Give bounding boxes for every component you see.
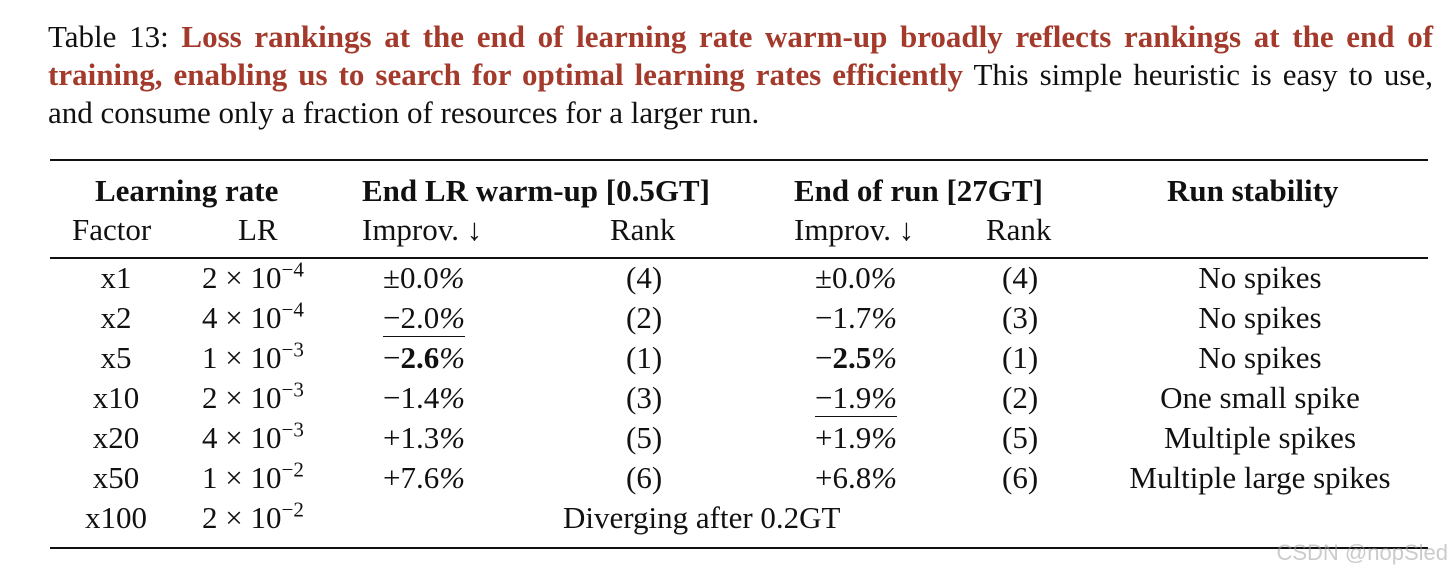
header-learning-rate: Learning rate (95, 173, 279, 208)
watermark: CSDN @nopSled (1276, 540, 1448, 565)
cell-rank-end: (1) (1002, 340, 1039, 375)
header-end-lr-warmup: End LR warm-up [0.5GT] (362, 173, 710, 208)
header-lr: LR (238, 212, 278, 247)
cell-rank-warmup: (5) (626, 420, 663, 455)
cell-lr: 1 × 10−3 (202, 337, 304, 375)
header-run-stability: Run stability (1167, 173, 1339, 208)
cell-lr: 2 × 10−4 (202, 257, 304, 295)
cell-improv-warmup: −2.0% (383, 300, 466, 337)
cell-factor: x5 (100, 340, 132, 375)
cell-improv-warmup: ±0.0% (383, 260, 465, 295)
cell-rank-end: (4) (1002, 260, 1039, 295)
cell-factor: x50 (92, 460, 140, 495)
cell-improv-warmup: +7.6% (383, 460, 466, 495)
cell-factor: x2 (100, 300, 132, 335)
mid-rule (50, 257, 1428, 259)
cell-factor: x20 (92, 420, 140, 455)
caption-label: Table 13: (48, 19, 169, 54)
cell-improv-end: −2.5% (815, 340, 898, 375)
cell-lr: 4 × 10−4 (202, 297, 304, 335)
cell-improv-end: −1.7% (815, 300, 898, 335)
cell-rank-warmup: (1) (626, 340, 663, 375)
cell-improv-end: +6.8% (815, 460, 898, 495)
caption-title: Loss rankings at the end of learning rat… (48, 19, 1434, 92)
cell-rank-end: (2) (1002, 380, 1039, 415)
cell-improv-end: ±0.0% (815, 260, 897, 295)
header-rank-warmup: Rank (610, 212, 676, 247)
cell-improv-end: +1.9% (815, 420, 898, 455)
caption-body: This simple heuristic is easy to use, an… (48, 57, 1433, 130)
cell-improv-warmup: +1.3% (383, 420, 466, 455)
cell-factor: x10 (92, 380, 140, 415)
bottom-rule (50, 547, 1428, 549)
cell-lr: 2 × 10−2 (202, 497, 304, 535)
cell-improv-warmup: −1.4% (383, 380, 466, 415)
cell-stability: No spikes (1198, 260, 1322, 295)
cell-lr: 2 × 10−3 (202, 377, 304, 415)
cell-rank-warmup: (2) (626, 300, 663, 335)
cell-stability: No spikes (1198, 340, 1322, 375)
cell-factor: x100 (85, 500, 147, 535)
cell-rank-warmup: (6) (626, 460, 663, 495)
cell-improv-warmup: −2.6% (383, 340, 466, 375)
cell-diverging: Diverging after 0.2GT (563, 500, 841, 535)
cell-rank-end: (3) (1002, 300, 1039, 335)
cell-stability: Multiple large spikes (1129, 460, 1391, 495)
header-rank-end: Rank (986, 212, 1052, 247)
cell-lr: 4 × 10−3 (202, 417, 304, 455)
header-improv-warmup: Improv. ↓ (362, 212, 483, 247)
cell-improv-end: −1.9% (815, 380, 898, 417)
header-end-of-run: End of run [27GT] (794, 173, 1043, 208)
header-improv-end: Improv. ↓ (794, 212, 915, 247)
cell-rank-end: (6) (1002, 460, 1039, 495)
cell-stability: No spikes (1198, 300, 1322, 335)
cell-rank-warmup: (4) (626, 260, 663, 295)
cell-factor: x1 (100, 260, 132, 295)
cell-stability: One small spike (1160, 380, 1360, 415)
cell-rank-end: (5) (1002, 420, 1039, 455)
header-factor: Factor (72, 212, 152, 247)
table-caption: Table 13: Loss rankings at the end of le… (48, 18, 1433, 132)
cell-rank-warmup: (3) (626, 380, 663, 415)
cell-lr: 1 × 10−2 (202, 457, 304, 495)
top-rule (50, 159, 1428, 161)
cell-stability: Multiple spikes (1163, 420, 1357, 455)
